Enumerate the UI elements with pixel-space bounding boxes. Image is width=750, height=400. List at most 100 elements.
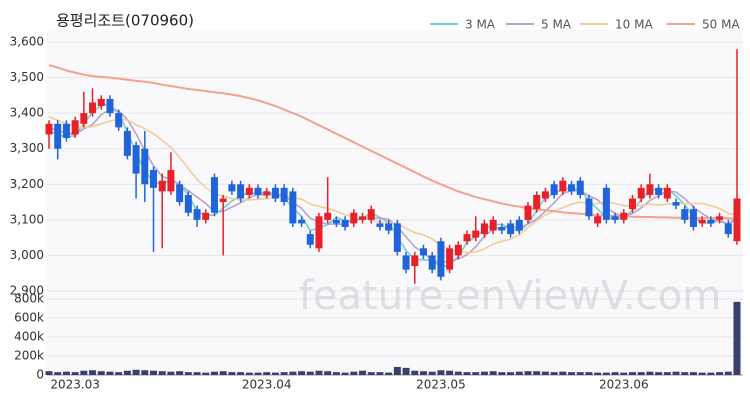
volume-bar bbox=[698, 372, 706, 375]
candle-body bbox=[402, 255, 410, 270]
volume-bar bbox=[97, 371, 105, 375]
volume-bar bbox=[315, 370, 323, 375]
volume-bar bbox=[689, 372, 697, 375]
candle-body bbox=[498, 226, 506, 231]
volume-tick-label: 200k bbox=[14, 349, 44, 363]
volume-bar bbox=[393, 366, 401, 375]
y-tick-label: 3,100 bbox=[10, 212, 44, 226]
candle-body bbox=[411, 255, 419, 267]
candle-body bbox=[350, 212, 358, 224]
volume-bar bbox=[202, 372, 210, 375]
candle-body bbox=[193, 209, 201, 220]
candle-body bbox=[594, 216, 602, 224]
volume-bar bbox=[463, 372, 471, 375]
volume-bar bbox=[620, 372, 628, 375]
x-tick-label: 2023.04 bbox=[242, 378, 292, 392]
volume-bar bbox=[602, 372, 610, 375]
volume-bar bbox=[306, 371, 314, 375]
candle-body bbox=[202, 212, 210, 220]
volume-tick-label: 0 bbox=[36, 368, 44, 382]
candle-body bbox=[637, 187, 645, 199]
candle-body bbox=[245, 187, 253, 195]
candle-body bbox=[359, 216, 367, 220]
candle-body bbox=[271, 187, 279, 199]
volume-bar bbox=[681, 372, 689, 375]
volume-bar bbox=[106, 371, 114, 375]
volume-bar bbox=[350, 371, 358, 375]
volume-bar bbox=[184, 372, 192, 375]
volume-bar bbox=[176, 371, 184, 375]
volume-bar bbox=[54, 372, 62, 375]
candle-body bbox=[367, 209, 375, 220]
candle-body bbox=[80, 113, 88, 124]
volume-bar bbox=[228, 372, 236, 375]
candle-body bbox=[733, 198, 741, 242]
candle-body bbox=[489, 219, 497, 231]
candle-body bbox=[707, 219, 715, 224]
candle-body bbox=[150, 170, 158, 188]
volume-bar bbox=[533, 371, 541, 375]
volume-bar bbox=[158, 371, 166, 375]
candle-body bbox=[324, 212, 332, 220]
volume-bar bbox=[594, 372, 602, 375]
y-tick-label: 3,500 bbox=[10, 70, 44, 84]
volume-bar bbox=[480, 371, 488, 375]
legend-label: 50 MA bbox=[702, 18, 740, 32]
candle-body bbox=[332, 219, 340, 224]
volume-bar bbox=[71, 372, 79, 375]
candle-body bbox=[228, 184, 236, 192]
volume-bar bbox=[576, 372, 584, 375]
candle-body bbox=[289, 191, 297, 224]
volume-bar bbox=[637, 372, 645, 375]
candle-body bbox=[515, 219, 523, 231]
x-tick-label: 2023.05 bbox=[416, 378, 466, 392]
candle-body bbox=[663, 187, 671, 199]
candle-body bbox=[115, 113, 123, 128]
volume-bar bbox=[332, 372, 340, 375]
candle-body bbox=[428, 255, 436, 270]
candle-body bbox=[724, 223, 732, 235]
volume-bar bbox=[568, 372, 576, 375]
volume-bar bbox=[585, 372, 593, 375]
candle-body bbox=[62, 123, 70, 139]
volume-bar bbox=[428, 371, 436, 375]
chart-title: 용평리조트(070960) bbox=[56, 12, 194, 30]
candle-body bbox=[472, 230, 480, 238]
candle-body bbox=[167, 170, 175, 192]
volume-bar bbox=[707, 372, 715, 375]
candle-body bbox=[141, 148, 149, 185]
volume-bar bbox=[446, 370, 454, 375]
volume-tick-label: 800k bbox=[14, 292, 44, 306]
volume-bar bbox=[115, 372, 123, 375]
y-tick-label: 3,300 bbox=[10, 141, 44, 155]
candle-body bbox=[123, 130, 131, 156]
volume-bar bbox=[359, 370, 367, 375]
volume-bar bbox=[324, 371, 332, 375]
volume-bar bbox=[550, 372, 558, 375]
candle-body bbox=[71, 120, 79, 135]
candle-body bbox=[602, 187, 610, 220]
volume-tick-label: 600k bbox=[14, 311, 44, 325]
candle-body bbox=[184, 194, 192, 213]
x-tick-label: 2023.06 bbox=[599, 378, 649, 392]
volume-bar bbox=[376, 372, 384, 375]
candle-body bbox=[419, 248, 427, 256]
candle-body bbox=[89, 102, 97, 114]
volume-bar bbox=[45, 371, 53, 375]
volume-bar bbox=[498, 372, 506, 375]
volume-bar bbox=[402, 367, 410, 375]
candle-body bbox=[463, 234, 471, 242]
volume-bar bbox=[219, 371, 227, 375]
volume-bar bbox=[123, 370, 131, 375]
candle-body bbox=[341, 219, 349, 227]
volume-bar bbox=[489, 371, 497, 375]
volume-bar bbox=[541, 371, 549, 375]
volume-bar bbox=[507, 372, 515, 375]
candle-body bbox=[237, 184, 245, 199]
candle-body bbox=[585, 198, 593, 217]
volume-bar bbox=[298, 371, 306, 375]
candle-body bbox=[385, 223, 393, 231]
candle-body bbox=[54, 123, 62, 149]
volume-bar bbox=[419, 371, 427, 375]
candle-body bbox=[306, 234, 314, 245]
